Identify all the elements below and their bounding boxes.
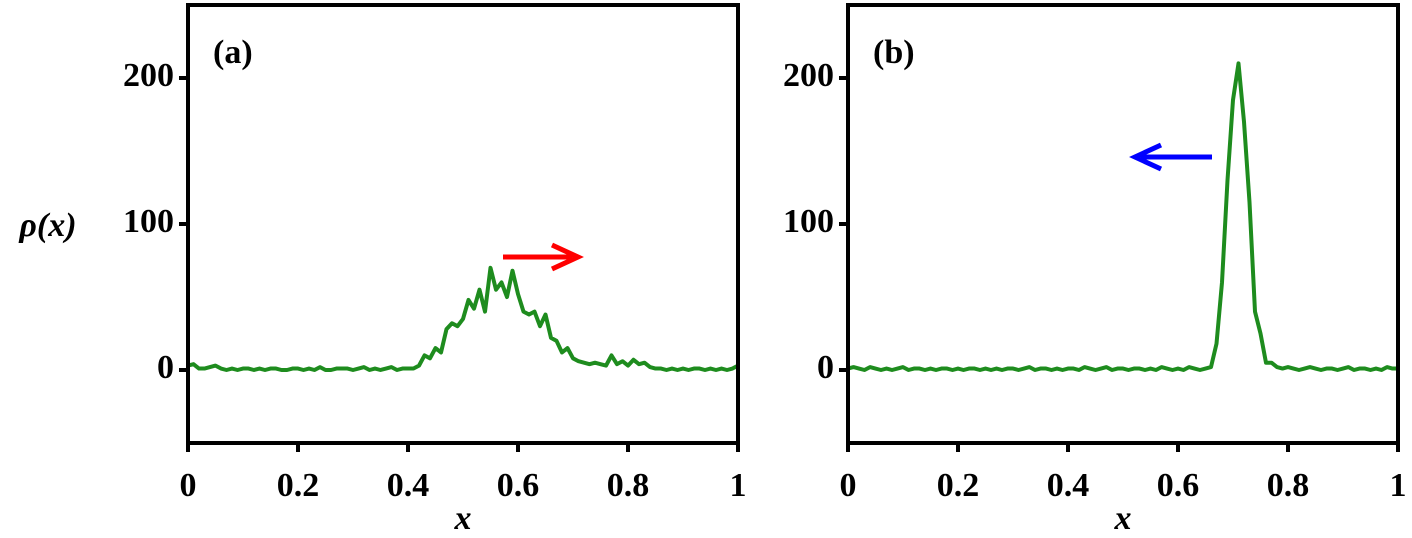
x-tick-label: 0.6 [497, 467, 540, 504]
data-line [847, 61, 1398, 372]
data-line [187, 265, 739, 372]
x-tick-label: 0.2 [937, 467, 980, 504]
y-tick-label: 0 [817, 349, 834, 386]
panel-label: (a) [213, 34, 253, 71]
x-tick-label: 1 [1390, 467, 1407, 504]
x-tick-label: 0 [840, 467, 857, 504]
x-tick-label: 0.6 [1157, 467, 1200, 504]
x-tick-label: 0.8 [607, 467, 650, 504]
direction-arrow [1129, 142, 1212, 172]
plot-frame [846, 3, 1400, 445]
direction-arrow [503, 242, 584, 272]
y-tick-label: 100 [123, 203, 174, 240]
plot-frame [186, 3, 740, 445]
x-tick-label: 0 [180, 467, 197, 504]
y-tick-label: 0 [157, 349, 174, 386]
x-axis-label: x [1114, 500, 1132, 537]
y-axis-label: ρ(x) [18, 207, 76, 244]
panel-label: (b) [873, 34, 915, 71]
y-tick-label: 100 [783, 203, 834, 240]
y-tick-label: 200 [783, 57, 834, 94]
x-tick-label: 0.8 [1267, 467, 1310, 504]
y-tick-label: 200 [123, 57, 174, 94]
x-tick-label: 0.4 [1047, 467, 1090, 504]
x-tick-label: 0.4 [387, 467, 430, 504]
x-tick-label: 0.2 [277, 467, 320, 504]
x-axis-label: x [454, 500, 472, 537]
x-tick-label: 1 [730, 467, 747, 504]
